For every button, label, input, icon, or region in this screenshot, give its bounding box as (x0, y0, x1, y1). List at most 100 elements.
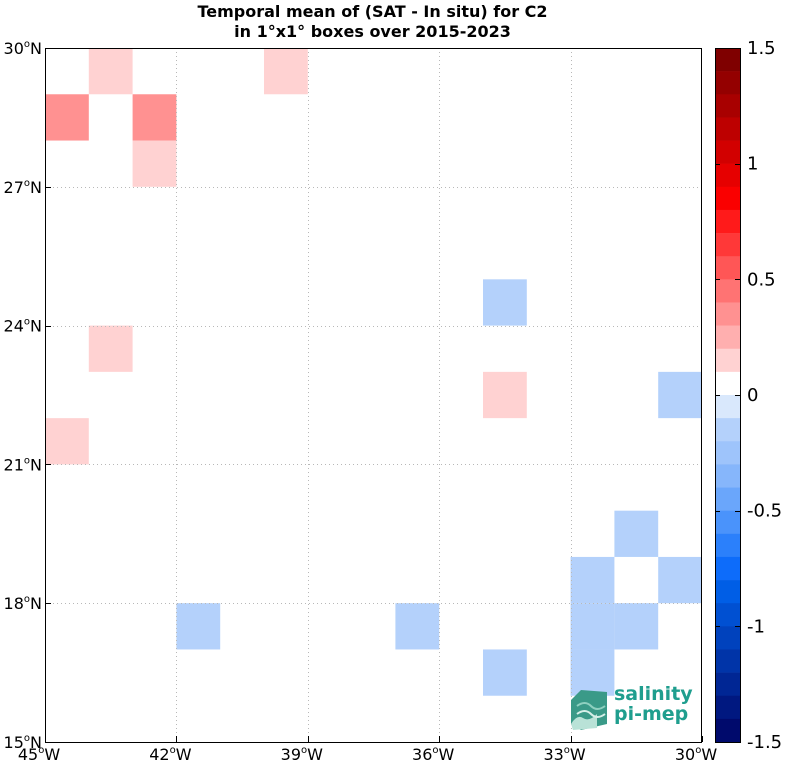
colorbar-swatch (715, 533, 740, 558)
heatmap-cell (614, 603, 659, 650)
colorbar-swatch (715, 117, 740, 141)
colorbar-swatch (715, 580, 740, 604)
heatmap-cell (88, 48, 133, 95)
colorbar-tick-label: -0.5 (747, 501, 782, 522)
degree-mark: o (24, 317, 30, 328)
colorbar-tick-label: 0.5 (747, 269, 776, 290)
colorbar-tick-label: 1.5 (747, 38, 776, 59)
heatmap-cell (176, 603, 221, 650)
colorbar-swatch (715, 464, 740, 488)
logo-text-salinity: salinity (614, 683, 693, 705)
colorbar-swatch (715, 695, 740, 720)
hemisphere-suffix: W (439, 745, 455, 763)
colorbar-swatch (715, 649, 740, 673)
colorbar-swatch (715, 186, 740, 211)
heatmap-cell (395, 603, 440, 650)
degree-mark: o (432, 745, 438, 756)
colorbar-swatch (715, 163, 740, 188)
degree-mark: o (24, 455, 30, 466)
heatmap-cell (570, 603, 615, 650)
hemisphere-suffix: W (176, 745, 192, 763)
x-tick-label: 42oW (149, 745, 191, 763)
axis-layer: 45oW 42oW 39oW 36oW 33oW 30oW 15oN 18oN 21oN 24oN… (4, 39, 718, 763)
x-tick-label: 45oW (18, 745, 60, 763)
degree-mark: o (24, 39, 30, 50)
hemisphere-suffix: N (30, 733, 42, 752)
logo-text-pimep: pi-mep (614, 703, 689, 725)
hemisphere-suffix: W (44, 745, 60, 763)
colorbar-swatch (715, 279, 740, 303)
colorbar-swatch (715, 94, 740, 118)
x-tick-label: 39oW (281, 745, 323, 763)
colorbar-swatch (715, 395, 740, 419)
y-tick-label: 21oN (4, 455, 42, 474)
chart-title-line-1: Temporal mean of (SAT - In situ) for C2 (197, 2, 548, 21)
hemisphere-suffix: N (30, 39, 42, 58)
degree-mark: o (24, 733, 30, 744)
colorbar-swatch (715, 48, 740, 72)
colorbar-swatch (715, 302, 740, 326)
hemisphere-suffix: N (30, 594, 42, 613)
x-tick-label: 30oW (675, 745, 717, 763)
degree-mark: o (24, 594, 30, 605)
y-tick-label: 27oN (4, 178, 42, 197)
heatmap-cell (132, 140, 177, 187)
colorbar-swatch (715, 510, 740, 535)
heatmap-cell (264, 48, 308, 95)
colorbar-tick-label: -1 (747, 616, 765, 637)
heatmap-cell (614, 510, 659, 557)
hemisphere-suffix: W (701, 745, 717, 763)
logo-waves-icon (571, 690, 607, 730)
colorbar-swatch (715, 256, 740, 280)
colorbar-swatch (715, 325, 740, 350)
x-tick-label: 33oW (543, 745, 585, 763)
chart-title-line-2: in 1°x1° boxes over 2015-2023 (234, 22, 511, 41)
y-tick-label: 30oN (4, 39, 42, 58)
heatmap-cell (570, 649, 615, 696)
y-tick-label: 18oN (4, 594, 42, 613)
degree-mark: o (301, 745, 307, 756)
colorbar-swatch (715, 348, 740, 373)
degree-mark: o (38, 745, 44, 756)
x-tick-label: 36oW (412, 745, 454, 763)
heatmap-cell (483, 371, 527, 419)
degree-mark: o (564, 745, 570, 756)
colorbar-tick-label: -1.5 (747, 732, 782, 753)
colorbar-swatch (715, 718, 740, 743)
heatmap-cell (45, 418, 89, 465)
heatmap-cell (45, 94, 89, 141)
y-tick-label: 15oN (4, 733, 42, 752)
colorbar-swatch (715, 418, 740, 442)
cells-layer (45, 48, 702, 696)
hemisphere-suffix: N (30, 178, 42, 197)
colorbar-swatch (715, 672, 740, 697)
degree-mark: o (170, 745, 176, 756)
colorbar-swatch (715, 233, 740, 257)
heatmap-cell (88, 325, 133, 372)
heatmap-cell (483, 649, 527, 696)
colorbar: 1.5 1 0.5 0 -0.5 -1 -1.5 (715, 38, 782, 753)
heatmap-cell (658, 556, 702, 604)
heatmap-cell (570, 556, 615, 604)
colorbar-swatch (715, 71, 740, 95)
heatmap-cell (132, 94, 177, 141)
y-tick-label: 24oN (4, 317, 42, 336)
colorbar-swatch (715, 371, 740, 396)
colorbar-swatch (715, 140, 740, 164)
colorbar-swatch (715, 603, 740, 627)
salinity-pimep-logo: salinity pi-mep (567, 684, 697, 734)
degree-mark: o (24, 178, 30, 189)
colorbar-tick-label: 0 (747, 385, 758, 406)
hemisphere-suffix: N (30, 455, 42, 474)
colorbar-swatch (715, 626, 740, 650)
colorbar-swatch (715, 556, 740, 581)
heatmap-cell (483, 279, 527, 326)
degree-mark: o (695, 745, 701, 756)
colorbar-tick-label: 1 (747, 154, 758, 175)
colorbar-swatch (715, 487, 740, 511)
grid-layer (45, 48, 702, 742)
hemisphere-suffix: W (570, 745, 586, 763)
heatmap-cell (658, 371, 702, 419)
colorbar-swatch (715, 209, 740, 234)
